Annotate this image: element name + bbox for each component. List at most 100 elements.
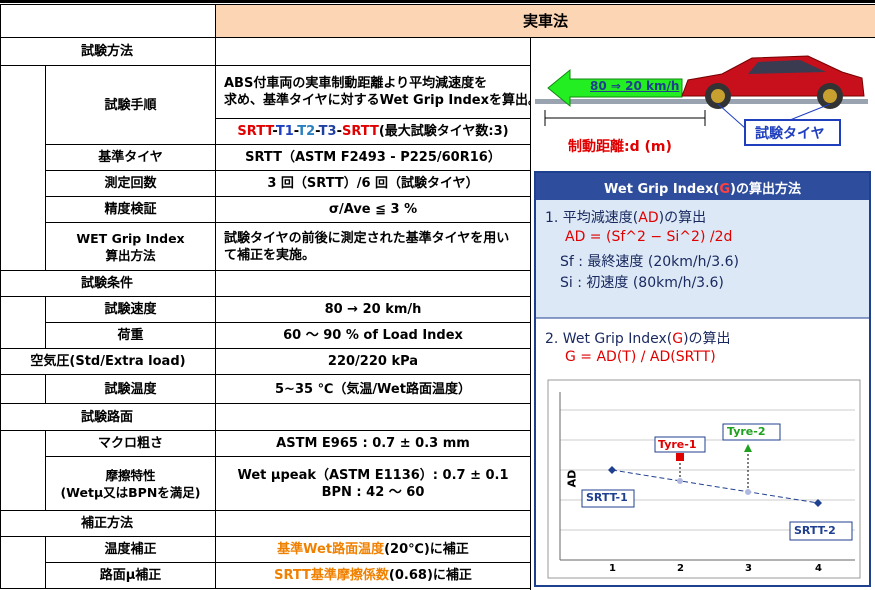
label-line-text: 精度検証 (104, 202, 157, 217)
x-tick-label: 3 (745, 563, 752, 574)
arrow (547, 68, 683, 108)
interp-point (677, 478, 683, 484)
value-line-text: ASTM E965 : 0.7 ± 0.3 mm (276, 436, 470, 451)
tire-label: 試験タイヤ (755, 126, 825, 142)
sequence-line-segment: T1 (275, 124, 294, 139)
value-line: て補正を実施。 (224, 247, 315, 264)
value-line-text: σ/Ave ≦ 3 % (328, 202, 418, 217)
value-line: 80 → 20 km/h (325, 301, 422, 318)
sequence-line-segment: T2 (297, 124, 316, 139)
y-label: AD (565, 470, 578, 488)
group-text: 試験方法 (81, 44, 134, 59)
group-text: 試験条件 (81, 276, 134, 291)
value-line-text: 求め、基準タイヤに対するWet Grip Indexを算出。 (224, 93, 531, 108)
label-line: 測定回数 (104, 175, 156, 192)
label-line-text: 荷重 (117, 328, 144, 343)
method-title-segment: Wet Grip Index( (604, 182, 720, 197)
road (535, 99, 868, 104)
label-box (722, 423, 781, 441)
sequence-line-segment: SRTT (237, 124, 273, 139)
note-text: Si : 初速度 (80km/h/3.6) (560, 275, 724, 291)
sequence-line-segment: - (315, 124, 319, 139)
label-line: 温度補正 (104, 541, 156, 558)
label-line: 試験温度 (104, 381, 156, 398)
value-line: 基準Wet路面温度(20℃)に補正 (277, 541, 469, 558)
group-text: 補正方法 (81, 516, 134, 531)
value-line-text: 220/220 kPa (327, 354, 419, 369)
wheel-hub (823, 89, 837, 103)
value-line: SRTT基準摩擦係数(0.68)に補正 (274, 567, 472, 584)
value-line-text: Wet μpeak（ASTM E1136）: 0.7 ± 0.1 (237, 467, 509, 483)
value-line: 試験タイヤの前後に測定された基準タイヤを用い (224, 230, 509, 247)
label-line: 試験速度 (104, 301, 156, 318)
value-line-segment: 基準Wet路面温度 (277, 542, 385, 557)
top-rule (0, 0, 875, 3)
step1-title-segment: AD (638, 210, 659, 226)
srtt-point (814, 499, 822, 507)
value-line-text: 3 回（SRTT）/6 回（試験タイヤ） (267, 176, 479, 191)
value-line-segment: SRTT基準摩擦係数 (274, 568, 389, 583)
label-line: WET Grip Index (76, 230, 184, 247)
note-text: Sf : 最終速度 (20km/h/3.6) (560, 254, 739, 270)
label-line: 路面μ補正 (100, 567, 162, 584)
tire-pointer (717, 103, 746, 129)
label-line-text: WET Grip Index (76, 230, 185, 246)
point-label: Tyre-1 (658, 438, 696, 451)
step2-title-segment: G (672, 331, 684, 347)
value-line: 60 ～ 90 % of Load Index (283, 327, 463, 344)
label-line-text: 路面μ補正 (99, 568, 162, 583)
label-line: 荷重 (117, 327, 143, 344)
step2-title-segment: )の算出 (683, 331, 731, 347)
value-line: Wet μpeak（ASTM E1136）: 0.7 ± 0.1 (237, 467, 508, 484)
header-title: 実車法 (522, 11, 568, 30)
x-tick-label: 4 (815, 563, 822, 574)
tick-text: 4 (815, 563, 822, 574)
step2-title-segment: 2. Wet Grip Index( (545, 331, 673, 347)
method-title-segment: G (719, 182, 731, 197)
label-line: 精度検証 (104, 201, 156, 218)
value-line: SRTT（ASTM F2493 - P225/60R16） (245, 149, 501, 166)
car-window (748, 60, 826, 74)
label-line-text: 摩擦特性 (105, 467, 156, 483)
header-cell: 実車法 (215, 4, 875, 38)
point-label-text: SRTT-1 (586, 491, 628, 504)
step2-title: 2. Wet Grip Index(G)の算出 (545, 328, 731, 348)
chart-frame (547, 379, 861, 579)
value-line-text: BPN : 42 ～ 60 (321, 484, 425, 500)
value-line: ABS付車両の実車制動距離より平均減速度を (224, 75, 487, 92)
label-box (789, 521, 853, 541)
label-box (654, 436, 706, 453)
distance-label: 制動距離:d (m) (568, 139, 672, 155)
step1-title-segment: )の算出 (658, 210, 707, 226)
row-value: SRTT基準摩擦係数(0.68)に補正 (215, 562, 531, 589)
point-label-text: SRTT-2 (794, 524, 836, 537)
tyre1-point (676, 453, 684, 461)
label-line: 摩擦特性 (105, 467, 155, 484)
label-line: 試験手順 (104, 97, 156, 114)
axis-label: AD (565, 469, 579, 488)
sequence-line-segment: - (336, 124, 342, 139)
label-line-text: 空気圧(Std/Extra load) (30, 354, 186, 369)
srtt-point (608, 466, 616, 474)
step1-bg (536, 200, 869, 318)
sequence-line-segment: T3 (318, 124, 337, 139)
method-title-segment: )の算出方法 (730, 182, 801, 197)
value-line-text: 5~35 ℃（気温/Wet路面温度） (275, 381, 471, 397)
value-line-text: 60 ～ 90 % of Load Index (283, 328, 463, 343)
sequence-line-segment: - (293, 124, 298, 139)
interp-point (745, 489, 751, 495)
label-line: 基準タイヤ (98, 149, 163, 166)
value-line: 5~35 ℃（気温/Wet路面温度） (275, 381, 471, 398)
tick-text: 2 (677, 563, 684, 574)
value-line-segment: (20℃)に補正 (384, 542, 469, 557)
label-line-text: 測定回数 (104, 176, 157, 191)
value-line-text: て補正を実施。 (224, 247, 316, 263)
sequence-cell: SRTT-T1-T2-T3-SRTT(最大試験タイヤ数:3) (215, 118, 531, 145)
tick-text: 1 (609, 563, 616, 574)
value-line: 220/220 kPa (328, 353, 418, 370)
tire-pointer (789, 103, 831, 121)
point-label-text: Tyre-1 (658, 438, 697, 451)
sequence-line-segment: (最大試験タイヤ数:3) (378, 124, 509, 139)
